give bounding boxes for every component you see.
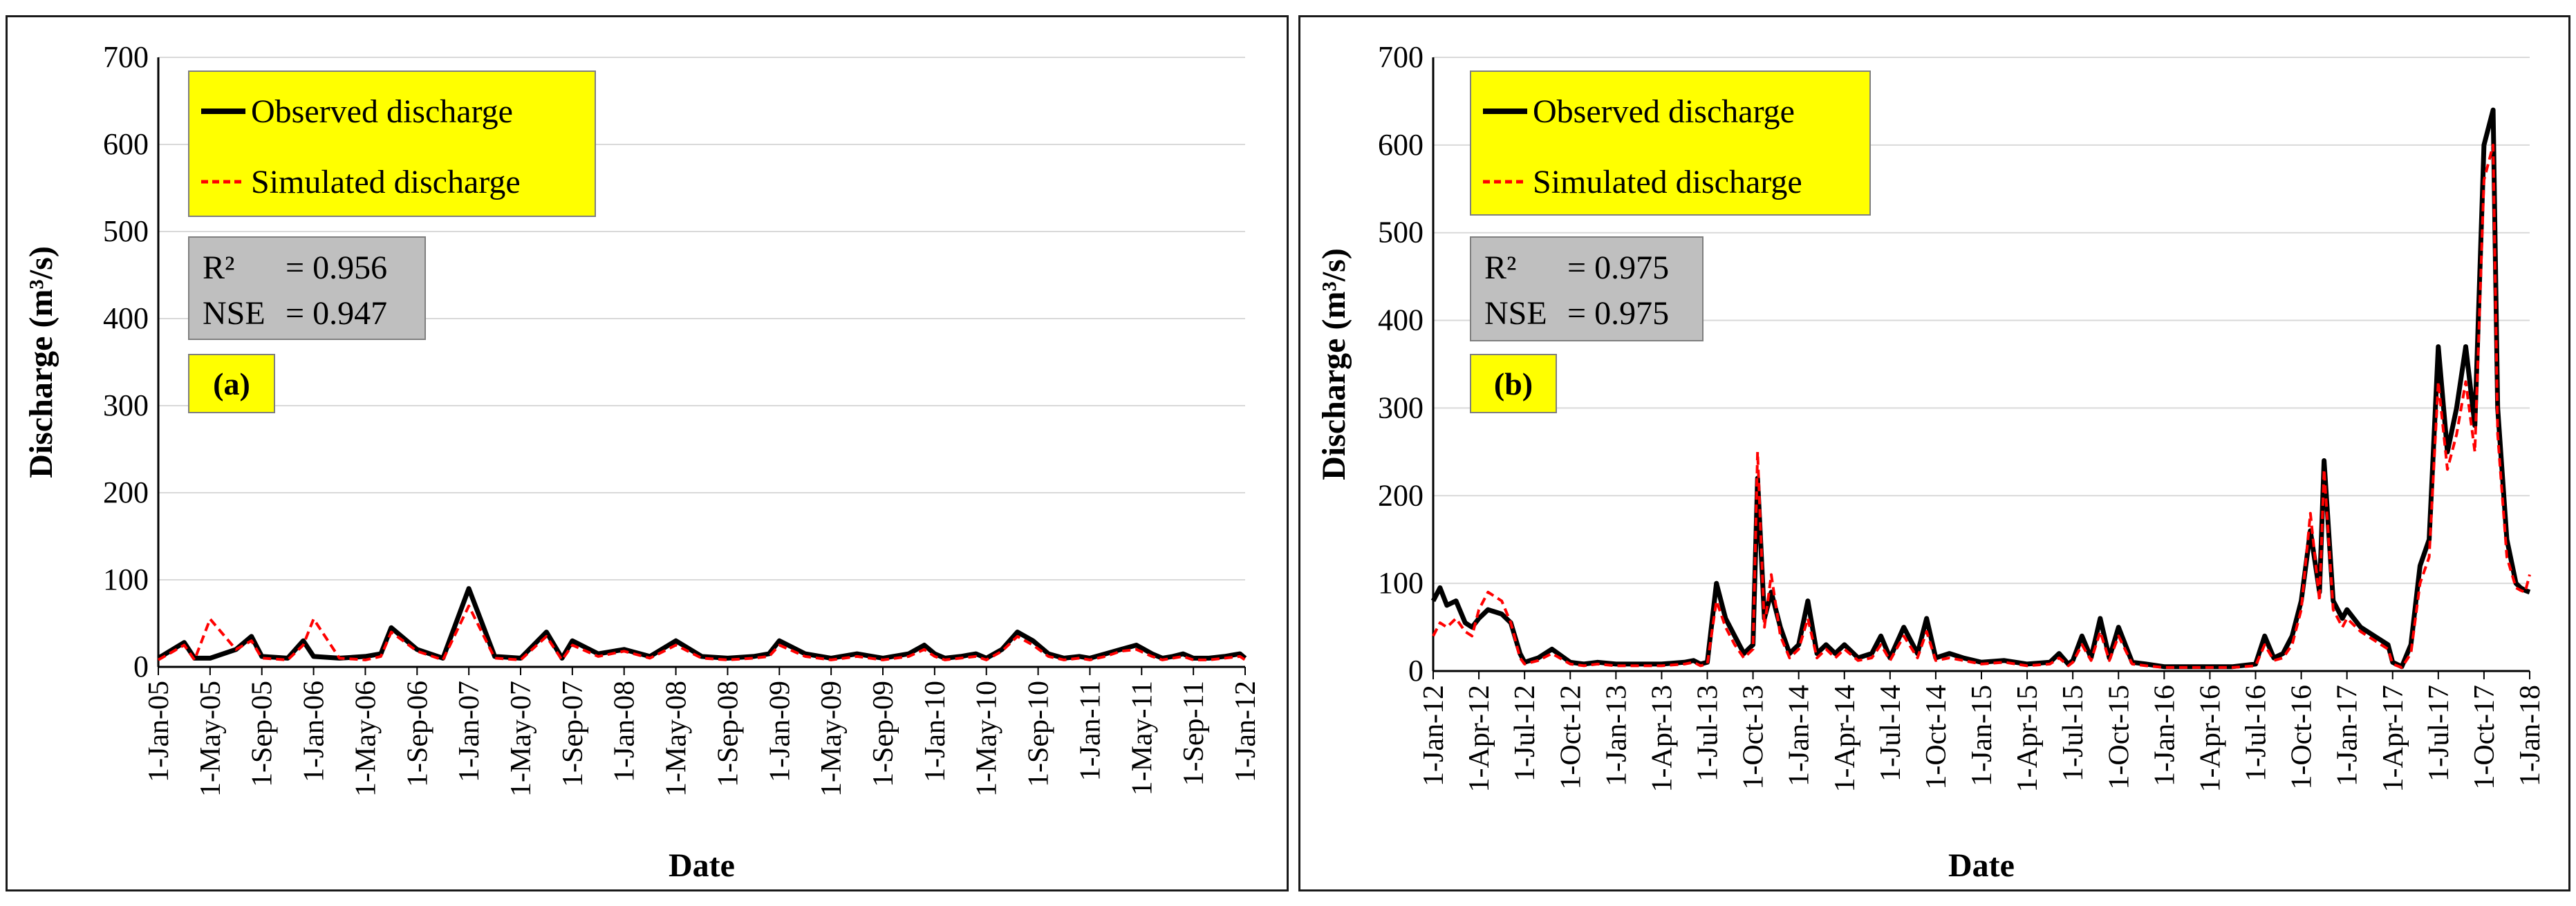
r2-label: R² [203,249,234,286]
x-tick-label: 1-Jan-07 [454,681,485,782]
x-tick-label: 1-May-07 [505,681,537,797]
x-tick-label: 1-Oct-14 [1921,685,1952,790]
x-tick-label: 1-Apr-16 [2194,685,2226,792]
panel-label: (b) [1494,366,1533,402]
y-tick-label: 600 [1378,128,1424,162]
x-tick-label: 1-Jan-05 [143,681,175,782]
x-tick-label: 1-Jul-15 [2057,685,2089,782]
x-tick-label: 1-Jul-17 [2423,685,2455,782]
panel-label: (a) [213,366,250,402]
x-tick-label: 1-Apr-12 [1464,685,1495,792]
y-tick-label: 200 [103,475,149,509]
legend-observed-label: Observed discharge [1533,93,1795,130]
x-tick-label: 1-May-05 [195,681,227,797]
legend-simulated-label: Simulated discharge [1533,164,1802,200]
x-tick-label: 1-Oct-16 [2286,685,2318,790]
y-tick-label: 700 [1378,40,1424,74]
stats-box [1470,236,1704,341]
x-tick-label: 1-Jan-12 [1230,681,1262,782]
simulated-discharge-line [158,604,1247,661]
simulated-discharge-line [1432,143,2531,669]
x-tick-label: 1-Sep-07 [557,681,589,787]
x-tick-label: 1-Sep-11 [1178,681,1210,786]
x-tick-label: 1-May-10 [971,681,1003,797]
x-tick-label: 1-Oct-17 [2469,685,2501,790]
x-axis-title: Date [669,847,735,884]
y-tick-label: 0 [1408,654,1424,688]
y-tick-label: 500 [103,214,149,248]
x-tick-label: 1-Sep-06 [402,681,433,787]
x-tick-label: 1-Sep-05 [247,681,279,787]
legend-simulated-label: Simulated discharge [251,164,521,200]
x-tick-label: 1-Jan-18 [2514,685,2546,786]
y-tick-label: 700 [103,40,149,74]
x-tick-label: 1-Jan-14 [1784,685,1816,786]
x-tick-label: 1-Jan-06 [299,681,330,782]
chart-b: 0 100 200 300 400 500 600 700 1-Jan-12 1-Apr-12 1-… [1316,40,2546,884]
y-tick-label: 300 [1378,390,1424,424]
x-tick-label: 1-Jan-08 [609,681,641,782]
y-tick-label: 600 [103,127,149,161]
y-tick-label: 0 [133,650,149,683]
x-tick-label: 1-Jan-17 [2332,685,2364,786]
x-tick-label: 1-Sep-09 [868,681,899,787]
nse-value: = 0.975 [1567,295,1669,332]
x-tick-label: 1-Sep-08 [712,681,744,787]
y-tick-label: 100 [1378,566,1424,600]
x-tick-label: 1-Jan-15 [1966,685,1998,786]
x-axis-title: Date [1948,847,2015,884]
x-tick-label: 1-Jan-11 [1074,681,1106,781]
x-tick-label: 1-Jul-13 [1692,685,1724,782]
y-tick-label: 300 [103,388,149,422]
nse-value: = 0.947 [286,295,387,332]
chart-panel-a: 0 100 200 300 400 500 600 700 1-Jan-05 1-May-05 1-… [6,15,1289,891]
y-tick-label: 400 [1378,303,1424,337]
x-tick-label: 1-Jan-12 [1418,685,1450,786]
x-tick-label: 1-Jan-09 [764,681,796,782]
nse-label: NSE [203,295,265,332]
y-axis-title: Discharge (m³/s) [23,246,59,478]
panel-label-box [188,354,275,413]
x-tick-label: 1-Apr-13 [1646,685,1678,792]
y-tick-label: 100 [103,563,149,596]
x-tick-label: 1-Jul-12 [1509,685,1541,782]
x-tick-label: 1-Jan-13 [1600,685,1632,786]
x-tick-label: 1-May-09 [816,681,848,797]
x-tick-label: 1-Apr-17 [2378,685,2409,792]
x-tick-label: 1-Jan-16 [2149,685,2181,786]
x-tick-label: 1-Sep-10 [1023,681,1055,787]
r2-label: R² [1484,249,1516,286]
chart-a: 0 100 200 300 400 500 600 700 1-Jan-05 1-May-05 1-… [23,40,1262,884]
x-tick-label: 1-Oct-13 [1738,685,1770,790]
x-tick-label: 1-Jul-14 [1875,685,1907,782]
x-tick-label: 1-Oct-12 [1555,685,1587,790]
legend-observed-label: Observed discharge [251,93,513,130]
x-tick-label: 1-Apr-14 [1829,685,1861,792]
nse-label: NSE [1484,295,1547,332]
x-tick-label: 1-Jan-10 [920,681,951,782]
y-tick-label: 400 [103,301,149,335]
legend-box [1470,70,1871,216]
x-tick-label: 1-Apr-15 [2012,685,2044,792]
y-tick-label: 200 [1378,478,1424,512]
x-tick-label: 1-May-11 [1126,681,1158,795]
x-tick-label: 1-Jul-16 [2241,685,2272,782]
y-tick-label: 500 [1378,216,1424,249]
legend-box [188,70,596,217]
r2-value: = 0.956 [286,249,387,286]
chart-panel-b: 0 100 200 300 400 500 600 700 1-Jan-12 1-Apr-12 1-… [1298,15,2570,891]
panel-label-box [1470,354,1557,413]
x-tick-label: 1-Oct-15 [2103,685,2135,790]
r2-value: = 0.975 [1567,249,1669,286]
observed-discharge-line [157,586,1247,661]
y-axis-title: Discharge (m³/s) [1316,248,1352,480]
x-tick-label: 1-May-08 [661,681,693,797]
x-tick-label: 1-May-06 [350,681,382,797]
stats-box [188,236,426,340]
